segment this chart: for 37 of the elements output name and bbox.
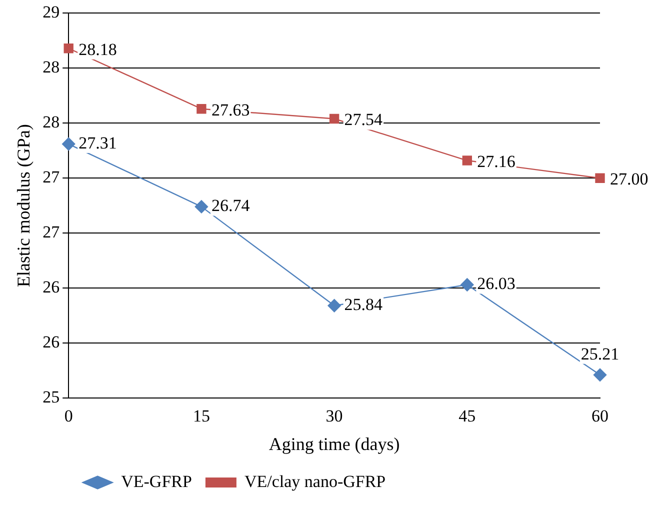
point	[460, 278, 474, 292]
legend-label: VE-GFRP	[121, 472, 192, 491]
point	[62, 137, 76, 151]
y-tick-label: 26	[42, 332, 60, 352]
data-label: 27.54	[344, 110, 384, 130]
x-tick-label: 0	[64, 406, 73, 426]
data-label: 26.03	[477, 274, 516, 294]
y-tick-label: 29	[42, 2, 60, 22]
data-label: 28.18	[78, 40, 117, 59]
point	[462, 156, 472, 166]
data-label: 25.21	[580, 344, 620, 364]
legend-label: VE/clay nano-GFRP	[244, 472, 386, 491]
y-tick-label: 28	[42, 58, 60, 77]
point	[328, 299, 341, 312]
x-axis-title: Aging time (days)	[268, 434, 400, 454]
data-label: 26.74	[211, 196, 250, 216]
x-tick-label: 60	[592, 406, 608, 426]
y-tick-label: 28	[42, 112, 60, 132]
y-tick-label: 27	[42, 222, 60, 242]
data-label: 27.00	[610, 170, 648, 189]
y-tick-label: 27	[42, 168, 60, 187]
x-tick-label: 30	[326, 406, 343, 426]
point	[329, 114, 340, 124]
y-tick-label: 25	[42, 387, 60, 406]
data-label: 25.84	[344, 295, 384, 314]
point	[593, 368, 607, 382]
point	[196, 104, 206, 114]
x-tick-label: 15	[192, 406, 210, 426]
data-label: 27.31	[78, 134, 117, 152]
x-tick-label: 45	[458, 406, 476, 426]
point	[595, 173, 605, 183]
data-label: 27.16	[477, 152, 516, 171]
y-axis-title: Elastic modulus (GPa)	[14, 124, 34, 288]
point	[194, 200, 208, 214]
point	[64, 44, 74, 54]
y-tick-label: 26	[42, 278, 60, 297]
data-label: 27.63	[211, 100, 250, 120]
